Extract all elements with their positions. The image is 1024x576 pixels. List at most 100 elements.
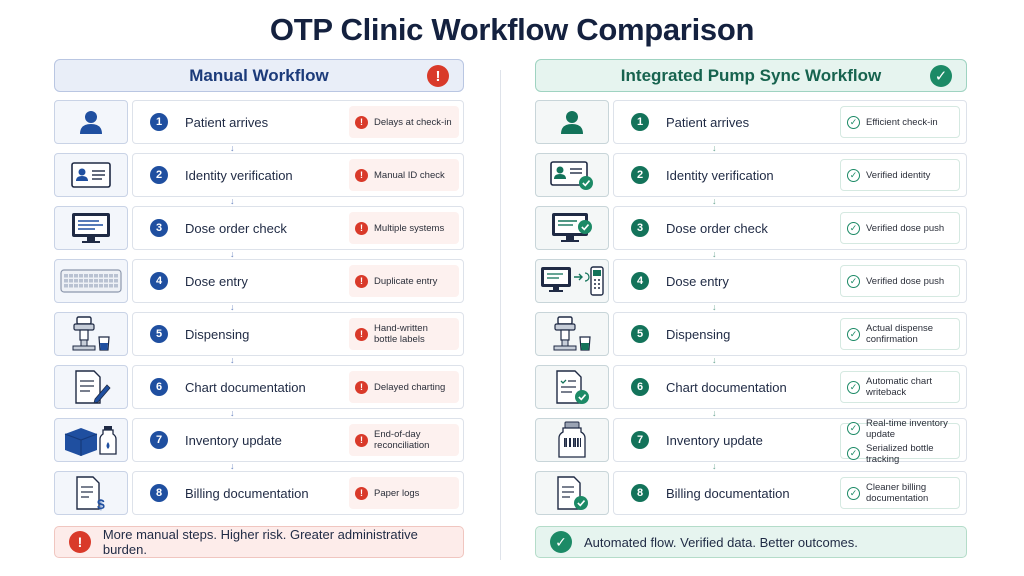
step-icon-box xyxy=(535,418,609,462)
step-status-tag: ! Paper logs xyxy=(349,477,459,509)
integrated-workflow-title: Integrated Pump Sync Workflow xyxy=(620,65,882,85)
step-icon-box xyxy=(535,100,609,144)
step-label: Dose entry xyxy=(185,273,248,289)
step-number-badge: 2 xyxy=(631,166,649,184)
id-card-check-icon xyxy=(549,159,595,191)
step-status-tag: ! Delays at check-in xyxy=(349,106,459,138)
step-label: Identity verification xyxy=(185,167,293,183)
tag-text: Serialized bottle tracking xyxy=(866,442,934,465)
step-card: 2 Identity verification ✓ Verified identity xyxy=(613,153,967,197)
step-number-badge: 6 xyxy=(150,378,168,396)
step-label: Identity verification xyxy=(666,167,774,183)
down-arrow-icon: ↓ xyxy=(712,196,717,206)
tag-text: Manual ID check xyxy=(374,169,445,181)
down-arrow-icon: ↓ xyxy=(712,249,717,259)
integrated-steps: 1 Patient arrives ✓ Efficient check-in ↓ 2 Ide… xyxy=(535,100,967,515)
warning-icon: ! xyxy=(355,168,368,182)
step-number-badge: 6 xyxy=(631,378,649,396)
step-label: Chart documentation xyxy=(666,379,787,395)
step-label: Dose entry xyxy=(666,273,729,289)
check-circle-icon: ✓ xyxy=(930,65,952,87)
integrated-summary-text: Automated flow. Verified data. Better ou… xyxy=(584,534,858,550)
down-arrow-icon: ↓ xyxy=(230,143,235,153)
manual-workflow-title: Manual Workflow xyxy=(189,65,329,85)
down-arrow-icon: ↓ xyxy=(230,461,235,471)
monitor-icon xyxy=(69,211,113,245)
workflow-step: 2 Identity verification! Manual ID check ↓ xyxy=(54,153,464,206)
workflow-step: 1 Patient arrives ✓ Efficient check-in ↓ xyxy=(535,100,967,153)
step-card: 7 Inventory update ✓ Real-time inventory upd… xyxy=(613,418,967,465)
chart-pen-icon xyxy=(71,369,111,405)
person-icon xyxy=(76,107,106,137)
step-card: 2 Identity verification! Manual ID check xyxy=(132,153,464,197)
down-arrow-icon: ↓ xyxy=(230,408,235,418)
manual-workflow-column: Manual Workflow ! 1 Patient arrives! Delay… xyxy=(54,59,464,558)
step-label: Dose order check xyxy=(666,220,768,236)
step-number-badge: 3 xyxy=(631,219,649,237)
step-card: 6 Chart documentation ✓ Automatic chart writ… xyxy=(613,365,967,409)
step-number-badge: 2 xyxy=(150,166,168,184)
step-status-tag: ✓ Real-time inventory update ✓ Serialized bo… xyxy=(840,418,960,465)
tag-text: Verified dose push xyxy=(866,275,945,287)
step-icon-box xyxy=(535,312,609,356)
tag-text: Hand-written bottle labels xyxy=(374,323,428,345)
dispenser-icon xyxy=(69,315,113,353)
step-label: Dose order check xyxy=(185,220,287,236)
workflow-step: 3 Dose order check! Multiple systems ↓ xyxy=(54,206,464,259)
step-number-badge: 4 xyxy=(631,272,649,290)
step-number-badge: 1 xyxy=(631,113,649,131)
step-status-tag: ! End-of-day reconciliation xyxy=(349,424,459,456)
workflow-step: $8 Billing documentation ! Paper logs xyxy=(54,471,464,515)
step-icon-box: $ xyxy=(54,471,128,515)
tag-text: Delayed charting xyxy=(374,381,446,393)
workflow-step: 3 Dose order check ✓ Verified dose push ↓ xyxy=(535,206,967,259)
check-circle-icon: ✓ xyxy=(550,531,572,553)
step-card: 1 Patient arrives ✓ Efficient check-in xyxy=(613,100,967,144)
warning-icon: ! xyxy=(355,115,368,129)
step-label: Billing documentation xyxy=(185,485,309,501)
keyboard-icon xyxy=(59,266,123,296)
check-circle-icon: ✓ xyxy=(847,221,860,235)
monitor-check-icon xyxy=(549,211,595,245)
step-number-badge: 4 xyxy=(150,272,168,290)
integrated-summary-banner: ✓ Automated flow. Verified data. Better … xyxy=(535,526,967,558)
step-icon-box xyxy=(54,100,128,144)
manual-summary-text: More manual steps. Higher risk. Greater … xyxy=(102,527,418,557)
step-icon-box xyxy=(535,259,609,303)
step-number-badge: 8 xyxy=(150,484,168,502)
warning-icon: ! xyxy=(355,221,368,235)
workflow-step: 7 Inventory update ✓ Real-time inventory upd… xyxy=(535,418,967,471)
step-icon-box xyxy=(54,418,128,462)
step-status-tag: ! Manual ID check xyxy=(349,159,459,191)
id-card-icon xyxy=(70,160,112,190)
tag-text: Actual dispense confirmation xyxy=(866,323,934,345)
step-status-tag: ✓ Automatic chart writeback xyxy=(840,371,960,403)
down-arrow-icon: ↓ xyxy=(230,302,235,312)
step-card: 8 Billing documentation ✓ Cleaner billing do… xyxy=(613,471,967,515)
warning-icon: ! xyxy=(427,65,449,87)
step-icon-box xyxy=(535,206,609,250)
down-arrow-icon: ↓ xyxy=(230,355,235,365)
warning-icon: ! xyxy=(69,531,91,553)
check-circle-icon: ✓ xyxy=(847,422,860,435)
down-arrow-icon: ↓ xyxy=(712,355,717,365)
step-card: 3 Dose order check ✓ Verified dose push xyxy=(613,206,967,250)
manual-workflow-header: Manual Workflow ! xyxy=(54,59,464,92)
step-label: Inventory update xyxy=(666,432,763,448)
step-card: 1 Patient arrives! Delays at check-in xyxy=(132,100,464,144)
integrated-workflow-column: Integrated Pump Sync Workflow ✓ 1 Patient… xyxy=(535,59,967,558)
step-icon-box xyxy=(54,206,128,250)
check-circle-icon: ✓ xyxy=(847,327,860,341)
check-circle-icon: ✓ xyxy=(847,168,860,182)
tag-text: Verified dose push xyxy=(866,222,945,234)
step-card: 5 Dispensing ✓ Actual dispense confirmation xyxy=(613,312,967,356)
step-status-tag: ✓ Verified dose push xyxy=(840,265,960,297)
warning-icon: ! xyxy=(355,327,368,341)
step-label: Inventory update xyxy=(185,432,282,448)
step-icon-box xyxy=(54,153,128,197)
step-number-badge: 3 xyxy=(150,219,168,237)
check-circle-icon: ✓ xyxy=(847,380,860,394)
workflow-step: 4 Dose entry ✓ Verified dose push ↓ xyxy=(535,259,967,312)
tag-text: Cleaner billing documentation xyxy=(866,482,929,504)
step-status-tag: ✓ Efficient check-in xyxy=(840,106,960,138)
